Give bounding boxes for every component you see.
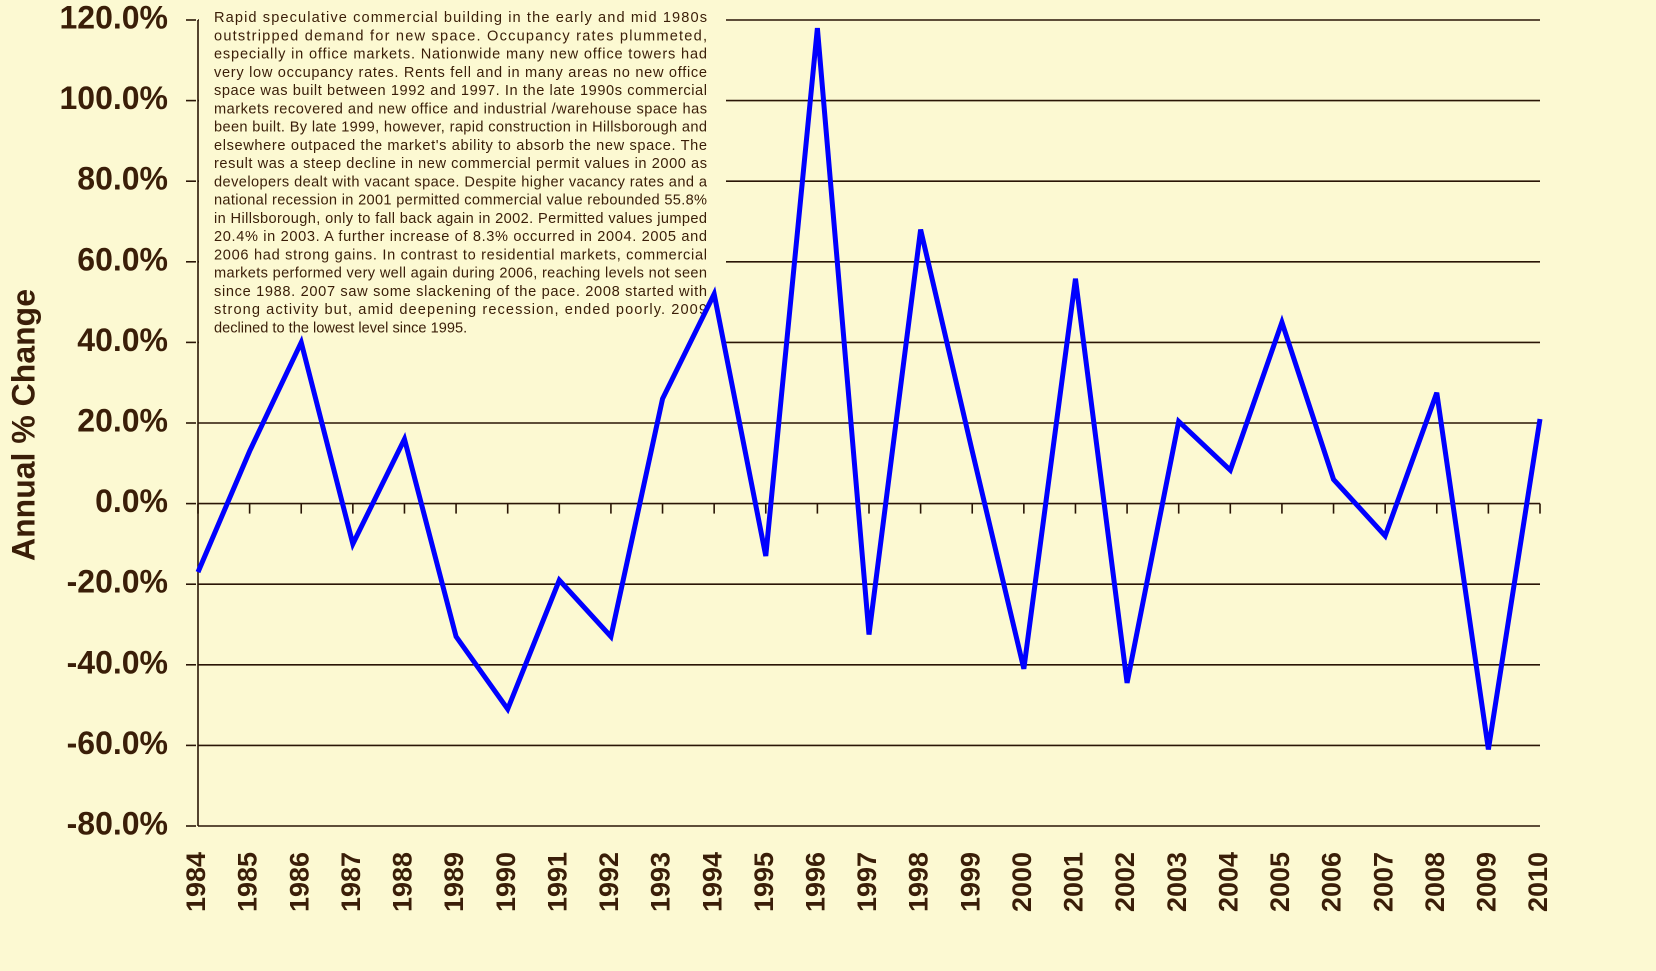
x-tick-label: 1989 [439,852,469,912]
y-tick-label: 60.0% [77,241,168,277]
x-tick-label: 1993 [646,852,676,912]
x-tick-label: 2004 [1213,852,1243,912]
annotation-line: especially in office markets. Nationwide… [214,47,707,63]
annotation-line: developers dealt with vacant space. Desp… [214,174,708,190]
x-tick-label: 1984 [181,852,211,912]
annotation-line: result was a steep decline in new commer… [214,156,707,172]
x-tick-label: 2009 [1472,852,1502,912]
data-line [195,27,1543,750]
x-tick-label: 2003 [1162,852,1192,912]
x-tick-label: 2010 [1523,852,1553,912]
annotation-line: Rapid speculative commercial building in… [214,10,707,26]
x-tick-label: 2005 [1265,852,1295,912]
x-tick-label: 1987 [336,852,366,912]
x-tick-label: 1990 [491,852,521,912]
x-tick-label: 2008 [1420,852,1450,912]
x-tick-label: 2001 [1059,852,1089,912]
annotation-line: space was built between 1992 and 1997. I… [214,83,707,99]
annotation-line: 2006 had strong gains. In contrast to re… [214,247,707,263]
x-tick-label: 1998 [904,852,934,912]
x-tick-label: 1996 [801,852,831,912]
y-tick-label: 20.0% [77,402,168,438]
y-axis-label: Annual % Change [5,289,41,561]
x-tick-label: 2007 [1368,852,1398,912]
x-tick-label: 1997 [852,852,882,912]
y-tick-label: 100.0% [59,80,168,116]
annotation-line: been built. By late 1999, however, rapid… [214,120,707,136]
annotation-line: national recession in 2001 permitted com… [214,193,707,209]
annotation-line: markets recovered and new office and ind… [214,101,707,117]
x-tick-label: 1985 [233,852,263,912]
x-tick-label: 1991 [542,852,572,912]
y-tick-label: 40.0% [77,322,168,358]
x-tick-label: 1992 [594,852,624,912]
annotation-line: elsewhere outpaced the market's ability … [214,138,707,154]
x-tick-label: 1988 [388,852,418,912]
x-tick-label: 1994 [697,852,727,912]
x-tick-label: 1999 [955,852,985,912]
x-tick-label: 1995 [749,852,779,912]
y-tick-label: 120.0% [59,0,168,35]
x-tick-label: 2002 [1110,852,1140,912]
annotation-line: markets performed very well again during… [214,266,707,282]
y-tick-label: -60.0% [67,725,168,761]
y-tick-label: 0.0% [95,483,168,519]
y-tick-label: -80.0% [67,805,168,841]
annotation-line: 20.4% in 2003. A further increase of 8.3… [214,229,707,245]
x-tick-label: 1986 [284,852,314,912]
annotation-line: since 1988. 2007 saw some slackening of … [214,284,707,300]
y-tick-label: -20.0% [67,564,168,600]
x-tick-label: 2000 [1007,852,1037,912]
annotation-line: outstripped demand for new space. Occupa… [214,28,707,44]
x-tick-label: 2006 [1317,852,1347,912]
y-tick-label: 80.0% [77,161,168,197]
annotation-line: in Hillsborough, only to fall back again… [214,211,707,227]
annotation-background [199,4,726,344]
annotation-line: very low occupancy rates. Rents fell and… [214,65,707,81]
annotation-line: strong activity but, amid deepening rece… [214,302,707,318]
annotation-line: declined to the lowest level since 1995. [214,320,467,336]
y-tick-label: -40.0% [67,644,168,680]
